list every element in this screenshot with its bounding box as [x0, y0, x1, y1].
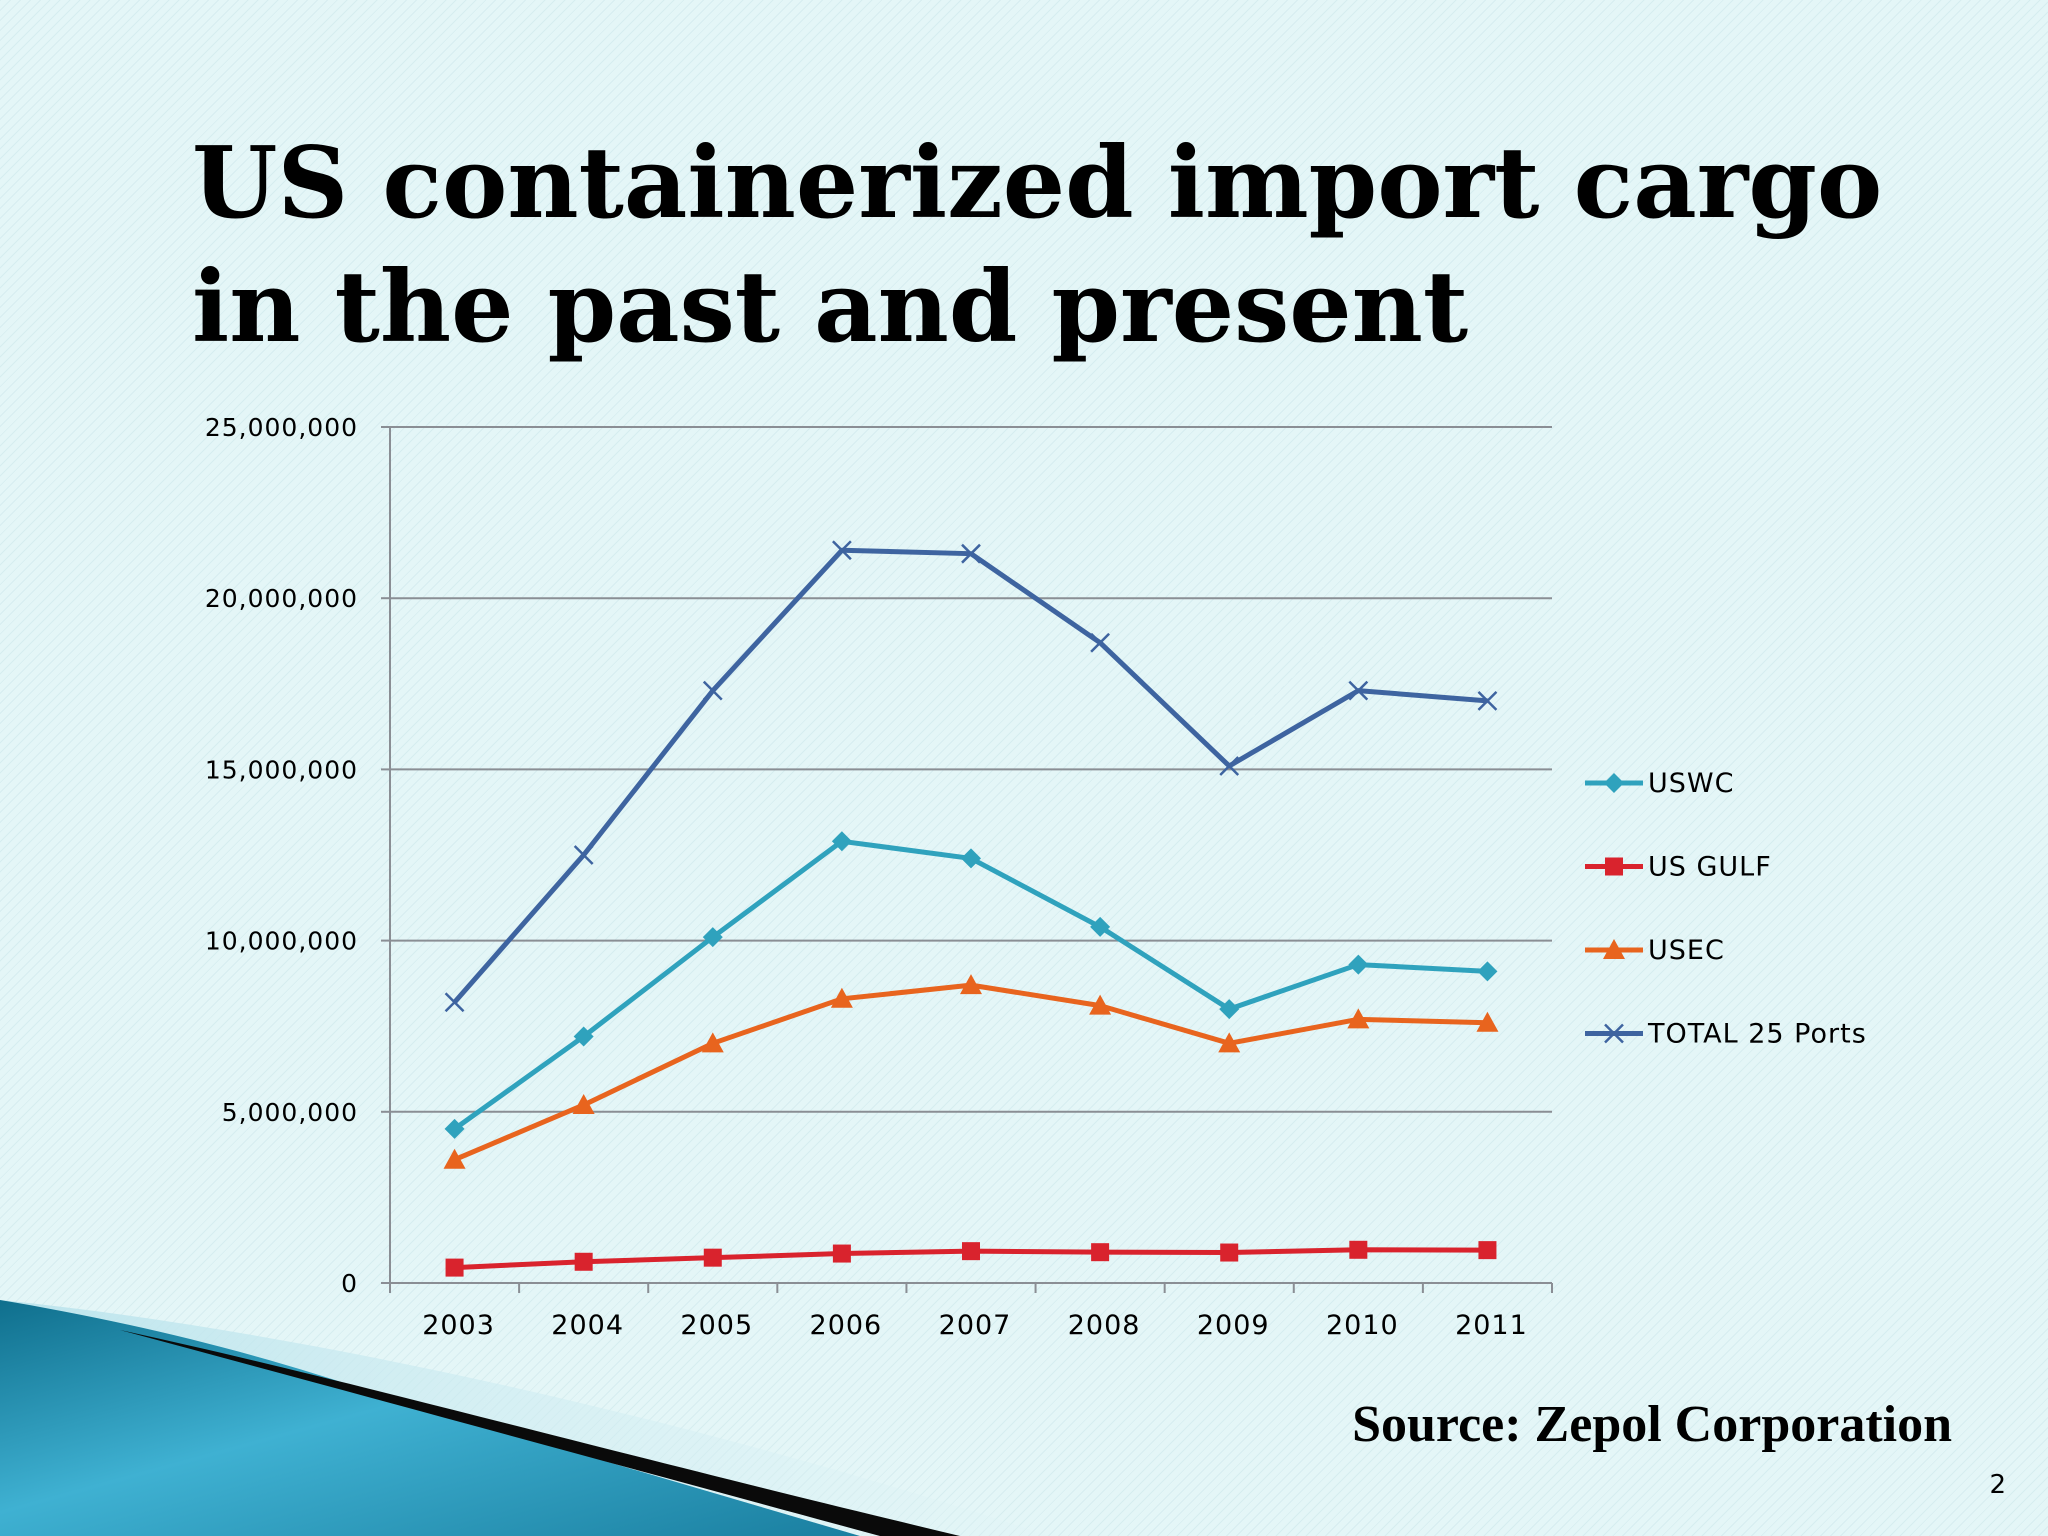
data-point-total-25-ports [961, 543, 981, 564]
data-point-usec [1347, 1008, 1370, 1029]
data-point-us-gulf [1220, 1243, 1239, 1262]
legend-label-total-25-ports: TOTAL 25 Ports [1647, 1019, 1867, 1050]
data-point-uswc [1348, 954, 1369, 975]
x-tick-label: 2006 [810, 1310, 883, 1341]
data-point-uswc [1477, 961, 1498, 982]
data-point-total-25-ports [1348, 680, 1369, 701]
data-point-total-25-ports [832, 540, 852, 561]
series-line-usec [453, 982, 1488, 1163]
x-tick-label: 2010 [1326, 1310, 1399, 1341]
series-line-total-25-ports [452, 547, 1488, 1004]
data-point-us-gulf [703, 1248, 722, 1267]
data-point-total-25-ports [702, 680, 723, 701]
x-tick-label: 2009 [1197, 1310, 1270, 1341]
data-point-us-gulf [1478, 1241, 1497, 1260]
x-tick-label: 2003 [422, 1310, 495, 1341]
data-point-uswc [831, 831, 852, 852]
data-point-total-25-ports [444, 992, 465, 1013]
data-point-uswc [702, 927, 723, 948]
data-point-usec [1218, 1032, 1241, 1053]
data-point-usec [443, 1148, 466, 1169]
legend-marker-uswc [1604, 773, 1624, 793]
x-tick-label: 2011 [1455, 1310, 1528, 1341]
page-number: 2 [1989, 1470, 2006, 1500]
title-line-2: in the past and present [192, 250, 1469, 365]
data-point-uswc [573, 1026, 594, 1047]
data-point-us-gulf [832, 1244, 851, 1263]
y-tick-label: 10,000,000 [205, 927, 358, 956]
x-tick-label: 2005 [680, 1310, 753, 1341]
data-point-usec [572, 1093, 595, 1114]
x-tick-label: 2004 [551, 1310, 624, 1341]
y-tick-label: 25,000,000 [205, 413, 358, 442]
data-point-us-gulf [1349, 1240, 1368, 1259]
y-tick-label: 15,000,000 [205, 755, 358, 784]
data-point-usec [1476, 1011, 1499, 1032]
data-point-usec [960, 974, 982, 995]
x-tick-label: 2007 [939, 1310, 1012, 1341]
data-point-uswc [961, 848, 981, 869]
legend-label-usec: USEC [1648, 935, 1725, 966]
legend-label-uswc: USWC [1648, 768, 1734, 799]
data-point-uswc [1090, 916, 1111, 937]
data-point-us-gulf [1091, 1243, 1110, 1262]
legend-marker-us-gulf [1605, 857, 1623, 876]
data-point-uswc [444, 1118, 465, 1139]
title-line-1: US containerized import cargo [192, 126, 1883, 241]
slide-title: US containerized import cargo in the pas… [192, 122, 1883, 370]
y-tick-label: 0 [341, 1269, 358, 1298]
y-tick-label: 20,000,000 [205, 584, 358, 613]
y-tick-label: 5,000,000 [222, 1098, 358, 1127]
data-point-usec [701, 1032, 724, 1053]
legend-label-us-gulf: US GULF [1648, 852, 1772, 883]
legend-marker-total-25-ports [1604, 1023, 1624, 1044]
data-point-us-gulf [445, 1258, 464, 1277]
data-point-total-25-ports [1090, 632, 1110, 653]
data-point-total-25-ports [573, 845, 594, 865]
x-tick-label: 2008 [1068, 1310, 1141, 1341]
data-point-uswc [1219, 999, 1240, 1020]
data-point-total-25-ports [1477, 691, 1498, 711]
data-point-total-25-ports [1219, 756, 1240, 776]
legend-marker-usec [1603, 939, 1625, 959]
data-point-us-gulf [962, 1242, 980, 1261]
data-point-us-gulf [574, 1252, 593, 1271]
data-point-usec [830, 987, 853, 1008]
data-point-usec [1089, 994, 1112, 1015]
source-credit: Source: Zepol Corporation [1352, 1396, 1952, 1453]
